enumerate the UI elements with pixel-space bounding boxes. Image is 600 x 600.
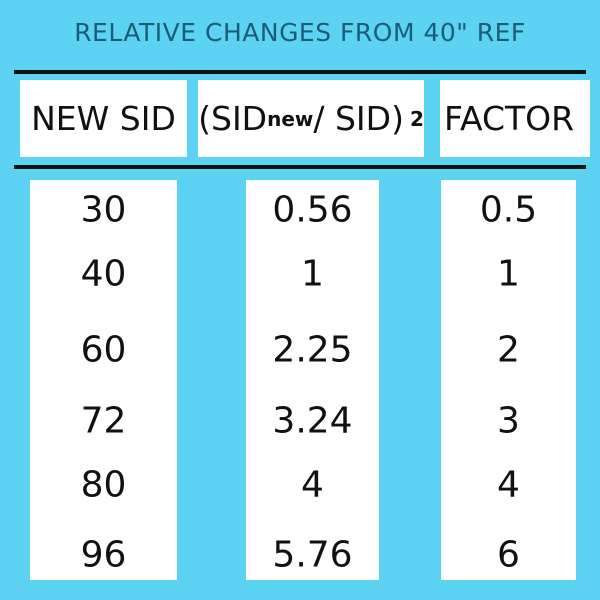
header-text: NEW SID bbox=[31, 99, 176, 138]
table-cell: 4 bbox=[497, 464, 520, 506]
table-cell: 96 bbox=[80, 534, 127, 576]
title: RELATIVE CHANGES FROM 40" REF bbox=[74, 18, 526, 47]
table-cell: 6 bbox=[497, 534, 520, 576]
table-cell: 3 bbox=[497, 400, 520, 442]
header-text: (SID bbox=[198, 99, 268, 138]
column bbox=[30, 180, 177, 580]
table-cell: 0.5 bbox=[479, 189, 538, 231]
header-subscript: new bbox=[267, 106, 314, 131]
header-cell: (SID new / SID) 2 bbox=[198, 80, 424, 157]
table-cell: 2 bbox=[497, 329, 520, 371]
table-cell: 30 bbox=[80, 189, 127, 231]
header-cell: FACTOR bbox=[440, 80, 590, 157]
table-cell: 60 bbox=[80, 329, 127, 371]
table-cell: 4 bbox=[301, 464, 324, 506]
header-superscript: 2 bbox=[409, 106, 424, 131]
table-cell: 5.76 bbox=[272, 534, 353, 576]
table-cell: 3.24 bbox=[272, 400, 353, 442]
table-cell: 40 bbox=[80, 253, 127, 295]
table-cell: 72 bbox=[80, 400, 127, 442]
table-cell: 80 bbox=[80, 464, 127, 506]
rule bbox=[14, 165, 586, 169]
table-cell: 1 bbox=[301, 253, 324, 295]
table-cell: 2.25 bbox=[272, 329, 353, 371]
header-text: / SID) bbox=[313, 99, 404, 138]
column bbox=[441, 180, 576, 580]
rule bbox=[14, 70, 586, 74]
header-cell: NEW SID bbox=[20, 80, 187, 157]
column bbox=[246, 180, 379, 580]
header-text: FACTOR bbox=[444, 99, 575, 138]
table-cell: 0.56 bbox=[272, 189, 353, 231]
table-cell: 1 bbox=[497, 253, 520, 295]
